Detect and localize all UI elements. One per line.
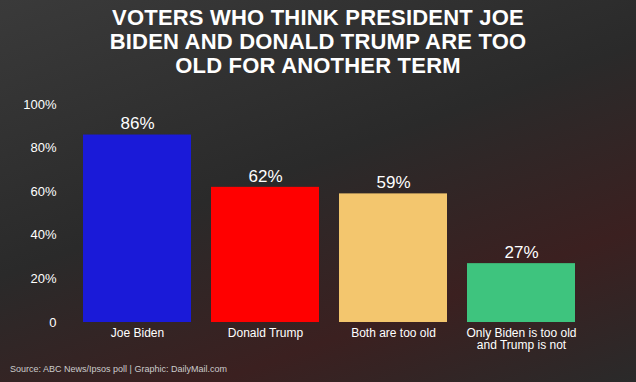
svg-text:60%: 60%: [30, 184, 56, 199]
svg-text:80%: 80%: [30, 140, 56, 155]
html-text:Source: ABC News/Ipsos poll |: Source: ABC News/Ipsos poll | Graphic: D…: [10, 364, 227, 374]
svg-text:40%: 40%: [30, 227, 56, 242]
svg-text:100%: 100%: [23, 97, 57, 112]
svg-text:27%: 27%: [504, 243, 538, 262]
svg-text:Only Biden is too oldand Trump: Only Biden is too oldand Trump is not: [466, 326, 576, 352]
svg-text:86%: 86%: [120, 114, 154, 133]
svg-text:Both are too old: Both are too old: [351, 326, 436, 340]
svg-text:62%: 62%: [248, 167, 282, 186]
svg-text:Joe Biden: Joe Biden: [111, 326, 164, 340]
svg-text:59%: 59%: [376, 173, 410, 192]
html-text:VOTERS WHO THINK PRESIDENT JOE: VOTERS WHO THINK PRESIDENT JOE BIDEN AND…: [109, 5, 527, 78]
svg-text:20%: 20%: [30, 271, 56, 286]
svg-text:Donald Trump: Donald Trump: [228, 326, 304, 340]
svg-text:0: 0: [49, 315, 56, 330]
